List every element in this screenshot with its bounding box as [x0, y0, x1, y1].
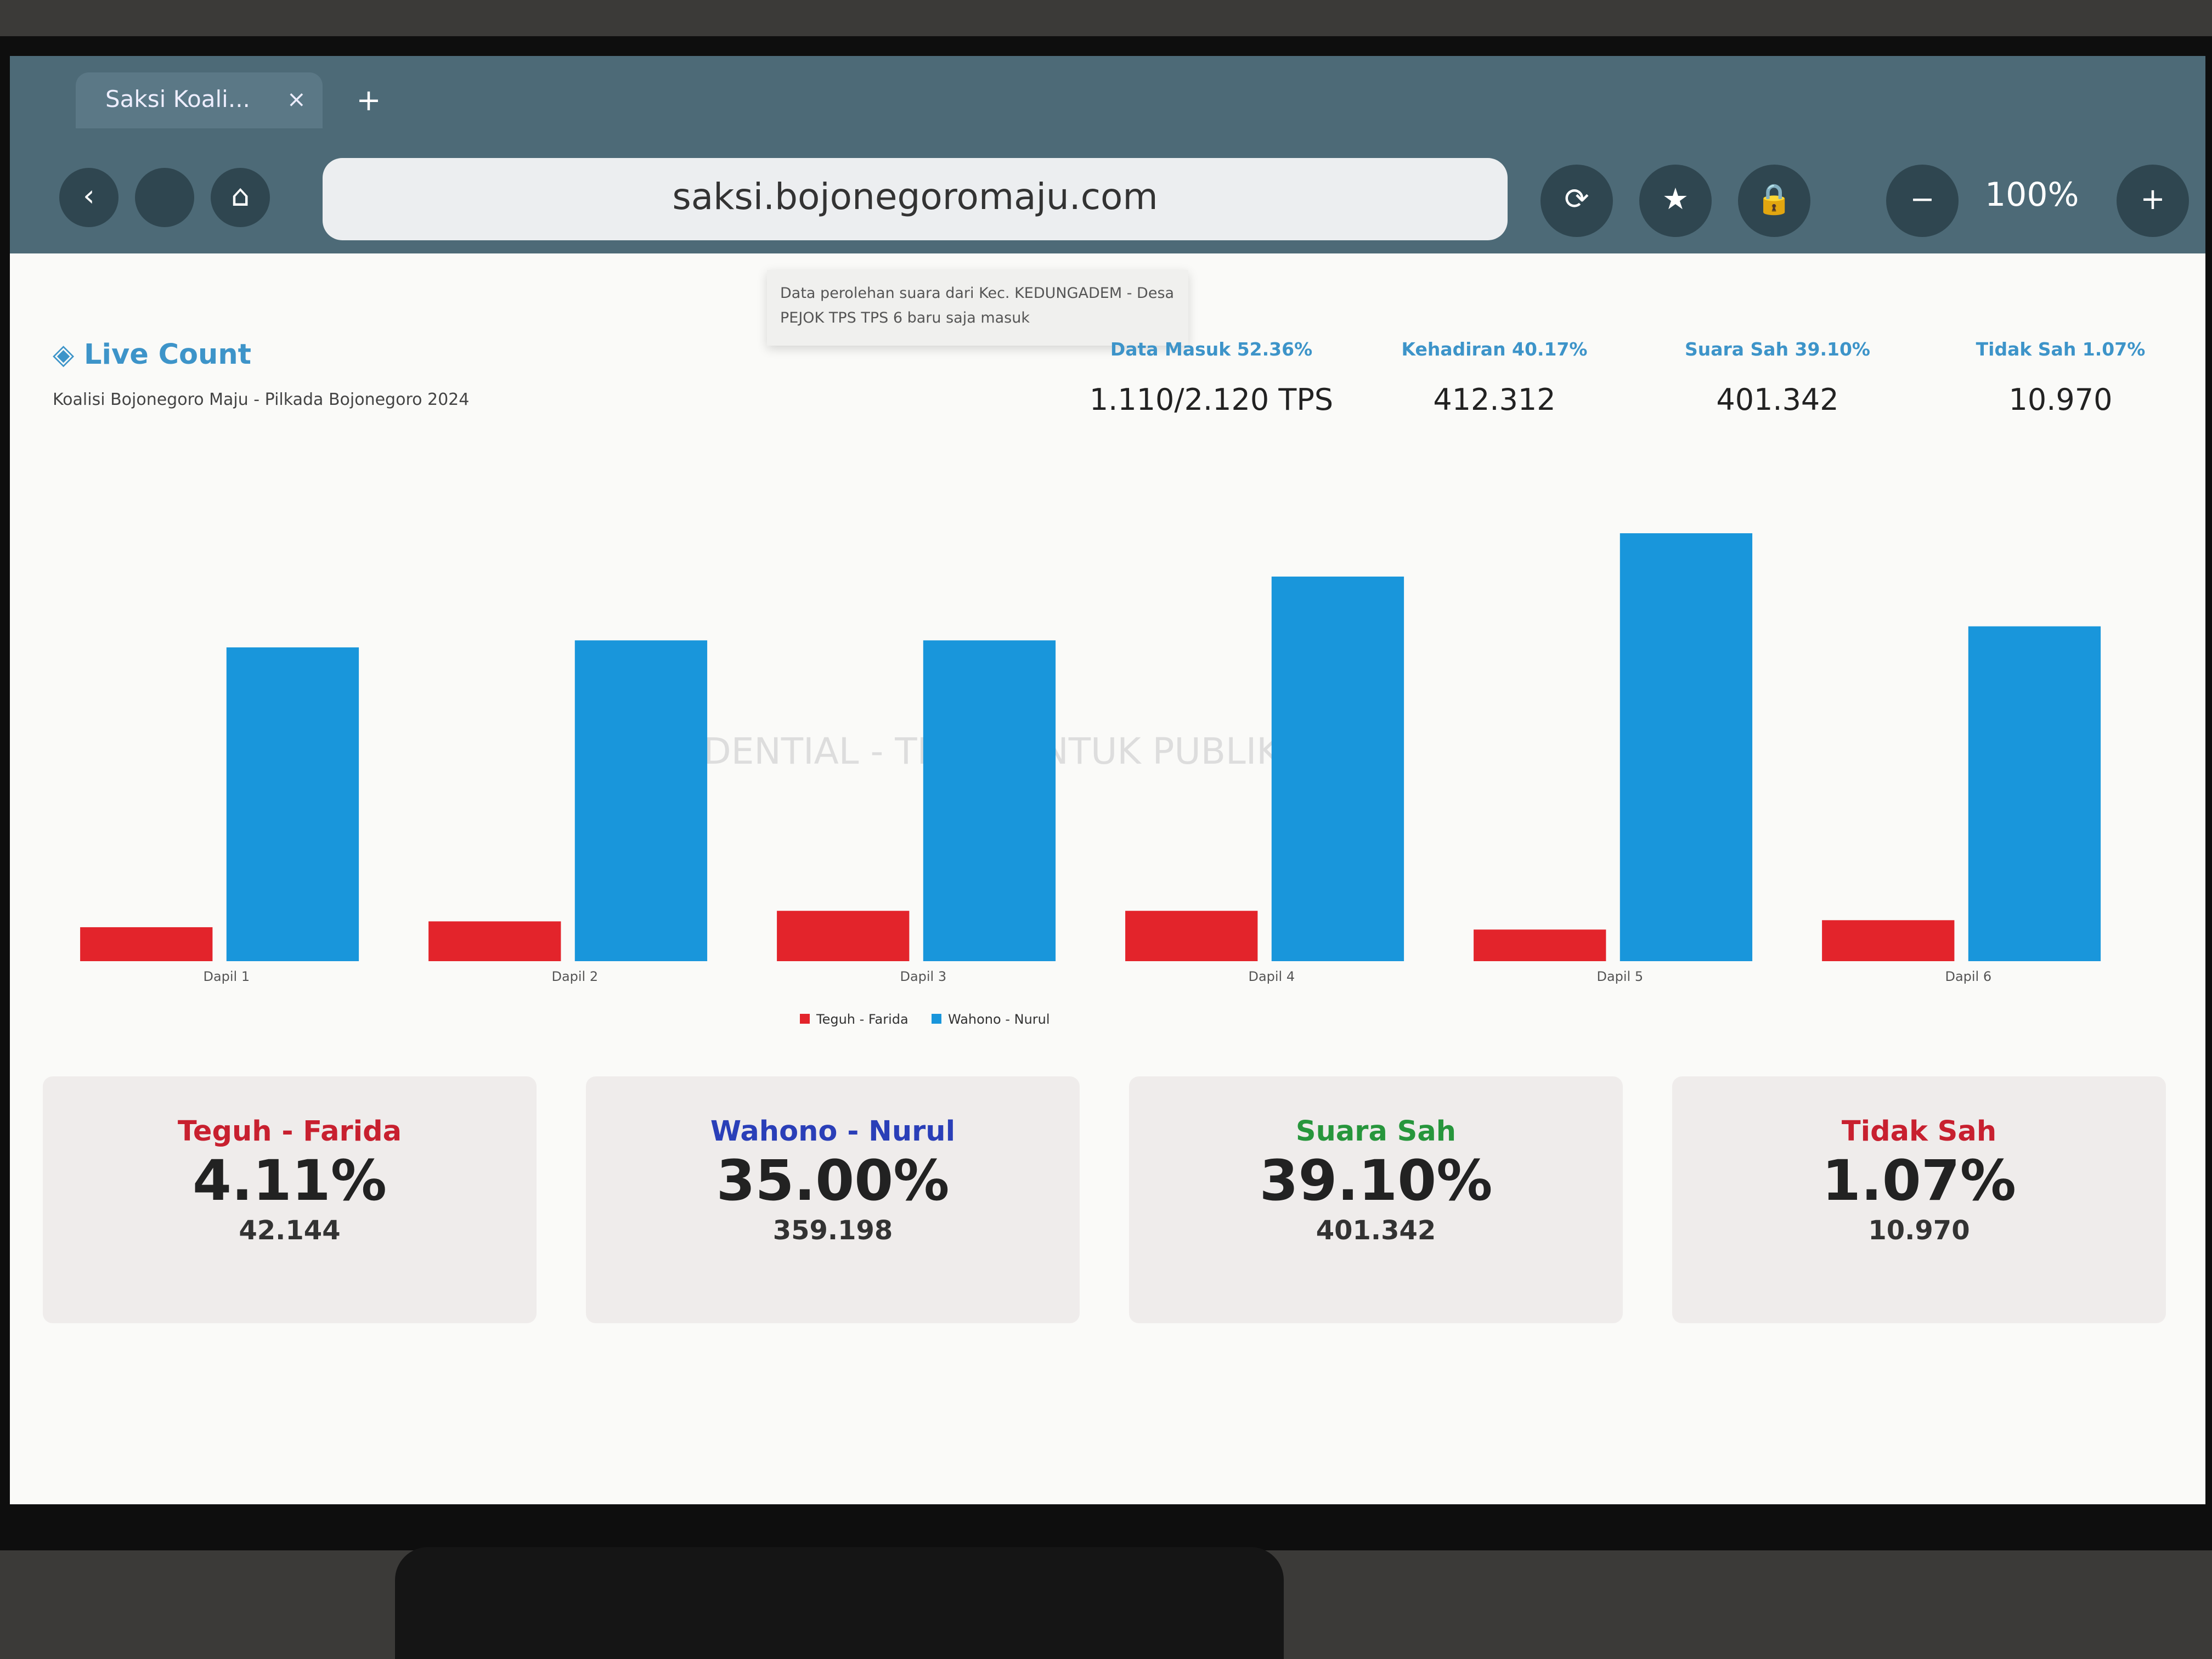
dashboard: Data perolehan suara dari Kec. KEDUNGADE…	[10, 253, 2205, 1504]
lock-button[interactable]: 🔒	[1738, 165, 1810, 237]
stat-value: 401.342	[1716, 383, 1839, 418]
card-label: Wahono - Nurul	[710, 1116, 956, 1149]
forward-button[interactable]	[135, 168, 194, 227]
bookmark-button[interactable]: ★	[1639, 165, 1712, 237]
card-label: Tidak Sah	[1841, 1116, 1997, 1149]
stat-value: 412.312	[1433, 383, 1556, 418]
home-button[interactable]: ⌂	[211, 168, 270, 227]
stat-label: Suara Sah 39.10%	[1684, 339, 1871, 360]
title-text: Live Count	[84, 339, 252, 372]
address-bar[interactable]: saksi.bojonegoromaju.com	[323, 158, 1508, 240]
legend-swatch	[932, 1014, 941, 1024]
x-tick-label: Dapil 6	[1945, 969, 1991, 984]
bar	[923, 640, 1056, 961]
tab-title: Saksi Koali...	[105, 87, 250, 114]
screen: Saksi Koali... × + ‹ ⌂ saksi.bojonegoroma…	[10, 56, 2205, 1504]
card-percent: 39.10%	[1259, 1149, 1493, 1215]
bar	[80, 927, 213, 961]
bar	[1822, 920, 1955, 961]
bar	[574, 640, 708, 961]
zoom-level: 100%	[1985, 174, 2079, 214]
stat: Kehadiran 40.17% 412.312	[1346, 339, 1643, 418]
tv-stand	[395, 1547, 1284, 1659]
tab-close[interactable]: ×	[286, 87, 306, 114]
card-count: 42.144	[239, 1215, 341, 1246]
card-percent: 35.00%	[716, 1149, 950, 1215]
card: Wahono - Nurul 35.00% 359.198	[586, 1076, 1080, 1323]
x-tick-label: Dapil 5	[1596, 969, 1643, 984]
card-count: 10.970	[1868, 1215, 1970, 1246]
x-tick-label: Dapil 3	[900, 969, 946, 984]
x-tick-label: Dapil 2	[551, 969, 598, 984]
bar	[1474, 929, 1606, 961]
card: Tidak Sah 1.07% 10.970	[1672, 1076, 2166, 1323]
zoom-in[interactable]: +	[2117, 165, 2189, 237]
x-tick-label: Dapil 1	[203, 969, 250, 984]
header-title: ◈ Live Count	[53, 339, 252, 372]
stat: Suara Sah 39.10% 401.342	[1629, 339, 1926, 418]
legend-label: Wahono - Nurul	[948, 1012, 1050, 1027]
bar	[226, 647, 359, 961]
stat-value: 10.970	[2008, 383, 2113, 418]
card: Teguh - Farida 4.11% 42.144	[43, 1076, 537, 1323]
chart: CONFIDENTIAL - TIDAK UNTUK PUBLIKASIDapi…	[80, 533, 2101, 1027]
bar	[1271, 576, 1404, 961]
zoom-out[interactable]: −	[1886, 165, 1959, 237]
reload-button[interactable]: ⟳	[1541, 165, 1613, 237]
bar	[1620, 533, 1753, 961]
stat-label: Kehadiran 40.17%	[1401, 339, 1588, 360]
card: Suara Sah 39.10% 401.342	[1129, 1076, 1623, 1323]
card-count: 359.198	[772, 1215, 893, 1246]
bar	[1968, 626, 2101, 961]
bar	[777, 911, 910, 961]
stat: Tidak Sah 1.07% 10.970	[1912, 339, 2205, 418]
url: saksi.bojonegoromaju.com	[672, 178, 1158, 219]
card-percent: 1.07%	[1822, 1149, 2016, 1215]
stat-label: Tidak Sah 1.07%	[1976, 339, 2146, 360]
back-button[interactable]: ‹	[59, 168, 119, 227]
card-count: 401.342	[1316, 1215, 1436, 1246]
card-label: Suara Sah	[1295, 1116, 1457, 1149]
card-percent: 4.11%	[193, 1149, 387, 1215]
stat-value: 1.110/2.120 TPS	[1089, 383, 1334, 418]
card-label: Teguh - Farida	[177, 1116, 402, 1149]
tab[interactable]: Saksi Koali... ×	[76, 72, 323, 128]
x-tick-label: Dapil 4	[1248, 969, 1295, 984]
legend-swatch	[800, 1014, 810, 1024]
notification: Data perolehan suara dari Kec. KEDUNGADE…	[767, 270, 1188, 346]
bar	[428, 921, 561, 961]
legend-label: Teguh - Farida	[816, 1012, 909, 1027]
bar	[1125, 911, 1258, 961]
stat: Data Masuk 52.36% 1.110/2.120 TPS	[1063, 339, 1359, 418]
new-tab[interactable]: +	[356, 84, 381, 119]
header-subtitle: Koalisi Bojonegoro Maju - Pilkada Bojone…	[53, 392, 470, 410]
stat-label: Data Masuk 52.36%	[1110, 339, 1313, 360]
browser-chrome: Saksi Koali... × + ‹ ⌂ saksi.bojonegoroma…	[10, 56, 2205, 253]
